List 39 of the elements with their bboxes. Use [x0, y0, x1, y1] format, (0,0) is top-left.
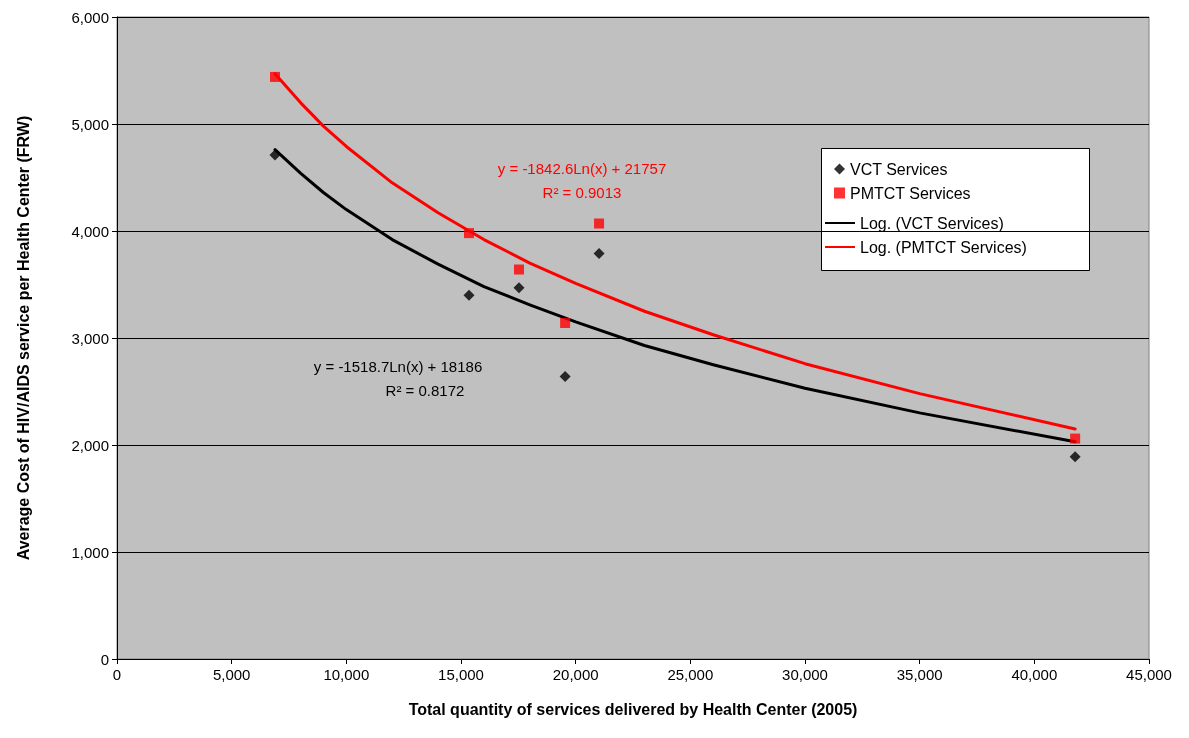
x-tick-label: 40,000 — [1011, 666, 1058, 683]
point — [463, 289, 475, 301]
annotation: R² = 0.8172 — [385, 381, 465, 399]
point — [464, 228, 475, 239]
x-tick-label: 0 — [112, 666, 122, 683]
x-tick-label: 5,000 — [212, 666, 251, 683]
point — [1069, 451, 1081, 463]
annotation: y = -1518.7Ln(x) + 18186 — [313, 357, 483, 375]
point — [270, 71, 281, 82]
annotation: R² = 0.9013 — [542, 183, 622, 201]
point — [594, 218, 605, 229]
point — [513, 282, 525, 294]
point — [559, 371, 571, 383]
y-axis-title: Average Cost of HIV/AIDS service per Health Center (FRW) — [14, 115, 32, 561]
point — [1070, 433, 1081, 444]
legend-label: Log. (VCT Services) — [860, 214, 1004, 232]
point — [514, 264, 525, 275]
point — [560, 318, 571, 329]
y-tick-label: 2,000 — [71, 436, 109, 454]
x-tick-label: 45,000 — [1126, 666, 1172, 683]
x-tick-label: 30,000 — [782, 666, 828, 683]
x-axis-title: Total quantity of services delivered by Health Center (2005) — [408, 700, 858, 718]
y-tick-label: 4,000 — [71, 222, 109, 240]
x-tick-label: 10,000 — [323, 666, 370, 683]
x-tick-label: 35,000 — [896, 666, 943, 683]
point — [593, 247, 605, 259]
legend-label: PMTCT Services — [850, 184, 971, 202]
y-tick-label: 5,000 — [71, 115, 109, 133]
y-tick-label: 1,000 — [71, 543, 109, 561]
point — [269, 149, 281, 161]
x-tick-label: 15,000 — [438, 666, 484, 683]
y-tick-label: 6,000 — [71, 8, 109, 26]
x-tick-label: 20,000 — [552, 666, 599, 683]
annotation: y = -1842.6Ln(x) + 21757 — [497, 159, 667, 177]
legend-label: Log. (PMTCT Services) — [860, 238, 1027, 256]
y-tick-label: 3,000 — [71, 329, 109, 347]
legend-label: VCT Services — [850, 160, 948, 178]
y-tick-label: 0 — [100, 650, 109, 668]
x-tick-label: 25,000 — [667, 666, 714, 683]
